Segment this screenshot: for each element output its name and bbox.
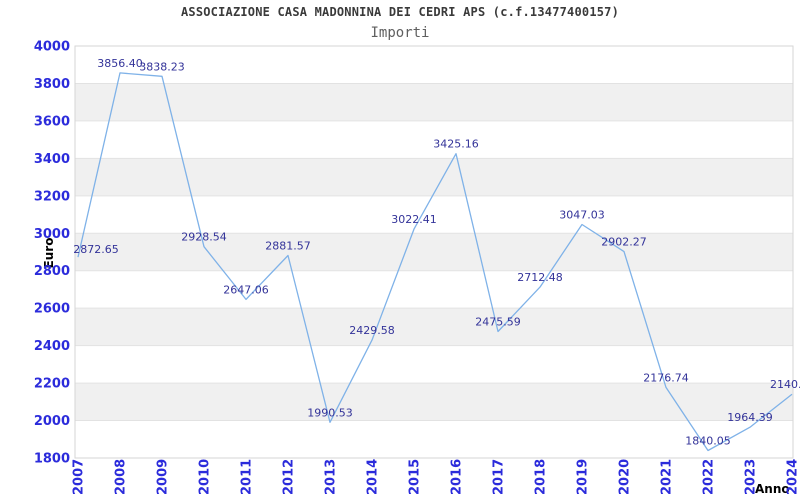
y-tick-label: 2400	[34, 339, 70, 354]
point-value-label: 2475.59	[475, 315, 521, 328]
x-tick-label: 2011	[240, 459, 255, 495]
x-tick-label: 2024	[786, 459, 800, 495]
data-line	[77, 72, 793, 452]
x-tick-label: 2017	[492, 459, 507, 495]
y-tick-label: 3800	[34, 77, 70, 92]
y-tick-label: 4000	[34, 40, 70, 55]
x-tick-label: 2014	[366, 459, 381, 495]
x-axis-title: Anno	[755, 482, 790, 496]
y-tick-label: 2800	[34, 264, 70, 279]
y-tick-label: 3600	[34, 114, 70, 129]
x-tick-label: 2009	[156, 459, 171, 495]
y-tick-label: 2200	[34, 377, 70, 392]
point-value-label: 1840.05	[685, 434, 731, 447]
plot-band	[75, 158, 793, 196]
plot-band	[75, 233, 793, 271]
x-tick-label: 2013	[324, 459, 339, 495]
point-value-label: 3047.03	[559, 208, 605, 221]
x-tick-label: 2020	[618, 459, 633, 495]
point-value-label: 3425.16	[433, 138, 479, 151]
point-value-label: 2429.58	[349, 324, 395, 337]
plot-band	[75, 83, 793, 121]
x-tick-label: 2021	[660, 459, 675, 495]
point-value-label: 2881.57	[265, 239, 311, 252]
y-tick-label: 1800	[34, 452, 70, 467]
y-tick-label: 3000	[34, 227, 70, 242]
x-tick-label: 2016	[450, 459, 465, 495]
chart-subtitle: Importi	[370, 25, 430, 41]
plot-band	[75, 308, 793, 346]
x-tick-label: 2019	[576, 459, 591, 495]
x-tick-label: 2010	[198, 459, 213, 495]
x-tick-label: 2022	[702, 459, 717, 495]
point-value-label: 1964.39	[727, 411, 773, 424]
plot-band	[75, 383, 793, 421]
point-value-label: 1990.53	[307, 406, 353, 419]
point-value-label: 2176.74	[643, 371, 689, 384]
x-tick-label: 2023	[744, 459, 759, 495]
x-tick-label: 2018	[534, 459, 549, 495]
point-value-label: 2140.7	[770, 378, 800, 391]
y-tick-label: 3400	[34, 152, 70, 167]
y-tick-label: 3200	[34, 189, 70, 204]
plot-border	[74, 45, 794, 459]
x-tick-label: 2012	[282, 459, 297, 495]
x-tick-label: 2007	[72, 459, 87, 495]
point-value-label: 2928.54	[181, 231, 227, 244]
y-tick-label: 2000	[34, 414, 70, 429]
point-value-label: 3838.23	[139, 60, 185, 73]
point-value-label: 2872.65	[73, 243, 119, 256]
point-value-label: 2902.27	[601, 236, 647, 249]
x-tick-label: 2015	[408, 459, 423, 495]
point-value-label: 2712.48	[517, 271, 563, 284]
x-tick-label: 2008	[114, 459, 129, 495]
point-value-label: 3022.41	[391, 213, 437, 226]
point-value-label: 2647.06	[223, 283, 269, 296]
point-value-label: 3856.40	[97, 57, 143, 70]
chart-title: ASSOCIAZIONE CASA MADONNINA DEI CEDRI AP…	[180, 5, 620, 19]
y-tick-label: 2600	[34, 302, 70, 317]
